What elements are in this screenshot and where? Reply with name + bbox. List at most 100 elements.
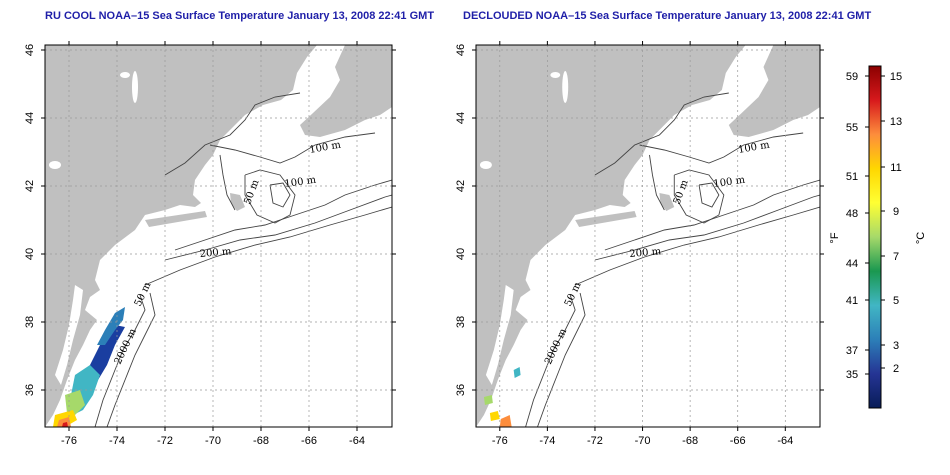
contour-label: 100 m <box>713 175 746 190</box>
sst-data-region <box>483 395 493 405</box>
x-tick-label: -64 <box>777 435 793 447</box>
land-cape-cod <box>230 193 245 211</box>
sst-data-region <box>97 307 125 345</box>
sst-data-region <box>499 415 512 427</box>
contour-label: 100 m <box>284 175 317 190</box>
y-tick-label: 38 <box>455 316 467 328</box>
map-frame <box>44 44 393 428</box>
land-us-mainland <box>45 45 317 427</box>
land-long-island <box>145 211 207 227</box>
colorbar-c-label: 13 <box>890 116 902 128</box>
bathymetry-contour <box>244 169 296 224</box>
map-frame <box>475 44 821 428</box>
bathymetry-contour <box>94 294 146 427</box>
lake <box>132 71 138 103</box>
colorbar-f-unit: °F <box>829 232 841 243</box>
lake <box>49 161 61 169</box>
colorbar-c-label: 9 <box>893 206 899 218</box>
bathymetry-contour <box>209 132 376 164</box>
sst-data-region <box>62 422 68 427</box>
x-tick-label: -70 <box>205 435 221 447</box>
y-tick-label: 44 <box>24 112 36 124</box>
contour-label: 200 m <box>199 246 232 260</box>
x-tick-label: -72 <box>587 435 603 447</box>
bathymetry-contour <box>174 179 392 251</box>
bathymetry-contour <box>594 92 729 176</box>
lake <box>550 72 561 78</box>
y-tick-label: 36 <box>455 384 467 396</box>
colorbar-c-label: 3 <box>893 340 899 352</box>
sst-data-region <box>513 367 521 378</box>
bathymetry-contour <box>164 92 301 176</box>
bathymetry-contour <box>537 292 586 427</box>
colorbar-f-label: 51 <box>846 171 858 183</box>
x-tick-label: -66 <box>730 435 746 447</box>
colorbar-f-label: 55 <box>846 122 858 134</box>
x-tick-label: -76 <box>61 435 77 447</box>
bathymetry-contour <box>698 182 720 208</box>
colorbar-c-label: 2 <box>893 363 899 375</box>
x-tick-label: -68 <box>682 435 698 447</box>
colorbar-c-label: 7 <box>893 251 899 263</box>
x-tick-label: -72 <box>157 435 173 447</box>
panel-right-title: DECLOUDED NOAA–15 Sea Surface Temperatur… <box>463 10 872 22</box>
sst-data-region <box>65 390 85 415</box>
x-tick-label: -74 <box>109 435 125 447</box>
bathymetry-contour <box>639 132 804 164</box>
lake <box>562 71 569 103</box>
bathymetry-contour <box>219 154 236 211</box>
y-tick-label: 40 <box>24 248 36 260</box>
bathymetry-contour <box>604 179 820 251</box>
panel-left-title: RU COOL NOAA–15 Sea Surface Temperature … <box>45 10 435 22</box>
land-cape-cod <box>659 193 675 211</box>
x-tick-label: -76 <box>492 435 508 447</box>
y-tick-label: 36 <box>24 384 36 396</box>
bathymetry-contour <box>106 292 156 427</box>
y-tick-label: 38 <box>24 316 36 328</box>
land-long-island <box>575 211 637 227</box>
colorbar-c-unit: °C <box>915 232 927 244</box>
map-content <box>476 45 820 427</box>
colorbar: 59 55 51 48 44 41 37 35 15 13 11 9 7 5 3 2 °F °C <box>829 65 927 409</box>
x-tick-label: -68 <box>253 435 269 447</box>
lake <box>479 161 492 169</box>
bathymetry-contour <box>269 182 291 208</box>
lake <box>120 72 130 78</box>
colorbar-f-label: 44 <box>846 258 858 270</box>
bathymetry-contour <box>525 294 576 427</box>
land-us-mainland <box>476 45 746 427</box>
colorbar-f-label: 35 <box>846 369 858 381</box>
x-tick-label: -64 <box>349 435 365 447</box>
y-tick-label: 42 <box>455 180 467 192</box>
bathymetry-contour <box>144 206 392 286</box>
y-tick-label: 44 <box>455 112 467 124</box>
colorbar-c-label: 15 <box>890 71 902 83</box>
map-content <box>45 45 392 427</box>
bathymetry-contour <box>673 169 725 224</box>
colorbar-f-label: 59 <box>846 71 858 83</box>
colorbar-f-label: 41 <box>846 295 858 307</box>
x-tick-label: -70 <box>635 435 651 447</box>
y-tick-label: 46 <box>455 44 467 56</box>
colorbar-bar <box>868 65 882 409</box>
land-nova-scotia <box>728 45 820 137</box>
colorbar-c-label: 11 <box>890 162 901 174</box>
land-nova-scotia <box>300 45 392 137</box>
colorbar-f-label: 37 <box>846 345 858 357</box>
y-tick-label: 42 <box>24 180 36 192</box>
colorbar-c-label: 5 <box>893 295 899 307</box>
colorbar-f-label: 48 <box>846 208 858 220</box>
sst-data-region <box>489 411 500 421</box>
bathymetry-contour <box>649 154 665 211</box>
bathymetry-contour <box>594 194 820 261</box>
bathymetry-contour <box>164 194 392 261</box>
y-tick-label: 40 <box>455 248 467 260</box>
y-tick-label: 46 <box>24 44 36 56</box>
contour-label: 200 m <box>629 246 662 260</box>
x-tick-label: -66 <box>301 435 317 447</box>
bathymetry-contour <box>574 206 820 286</box>
x-tick-label: -74 <box>539 435 555 447</box>
